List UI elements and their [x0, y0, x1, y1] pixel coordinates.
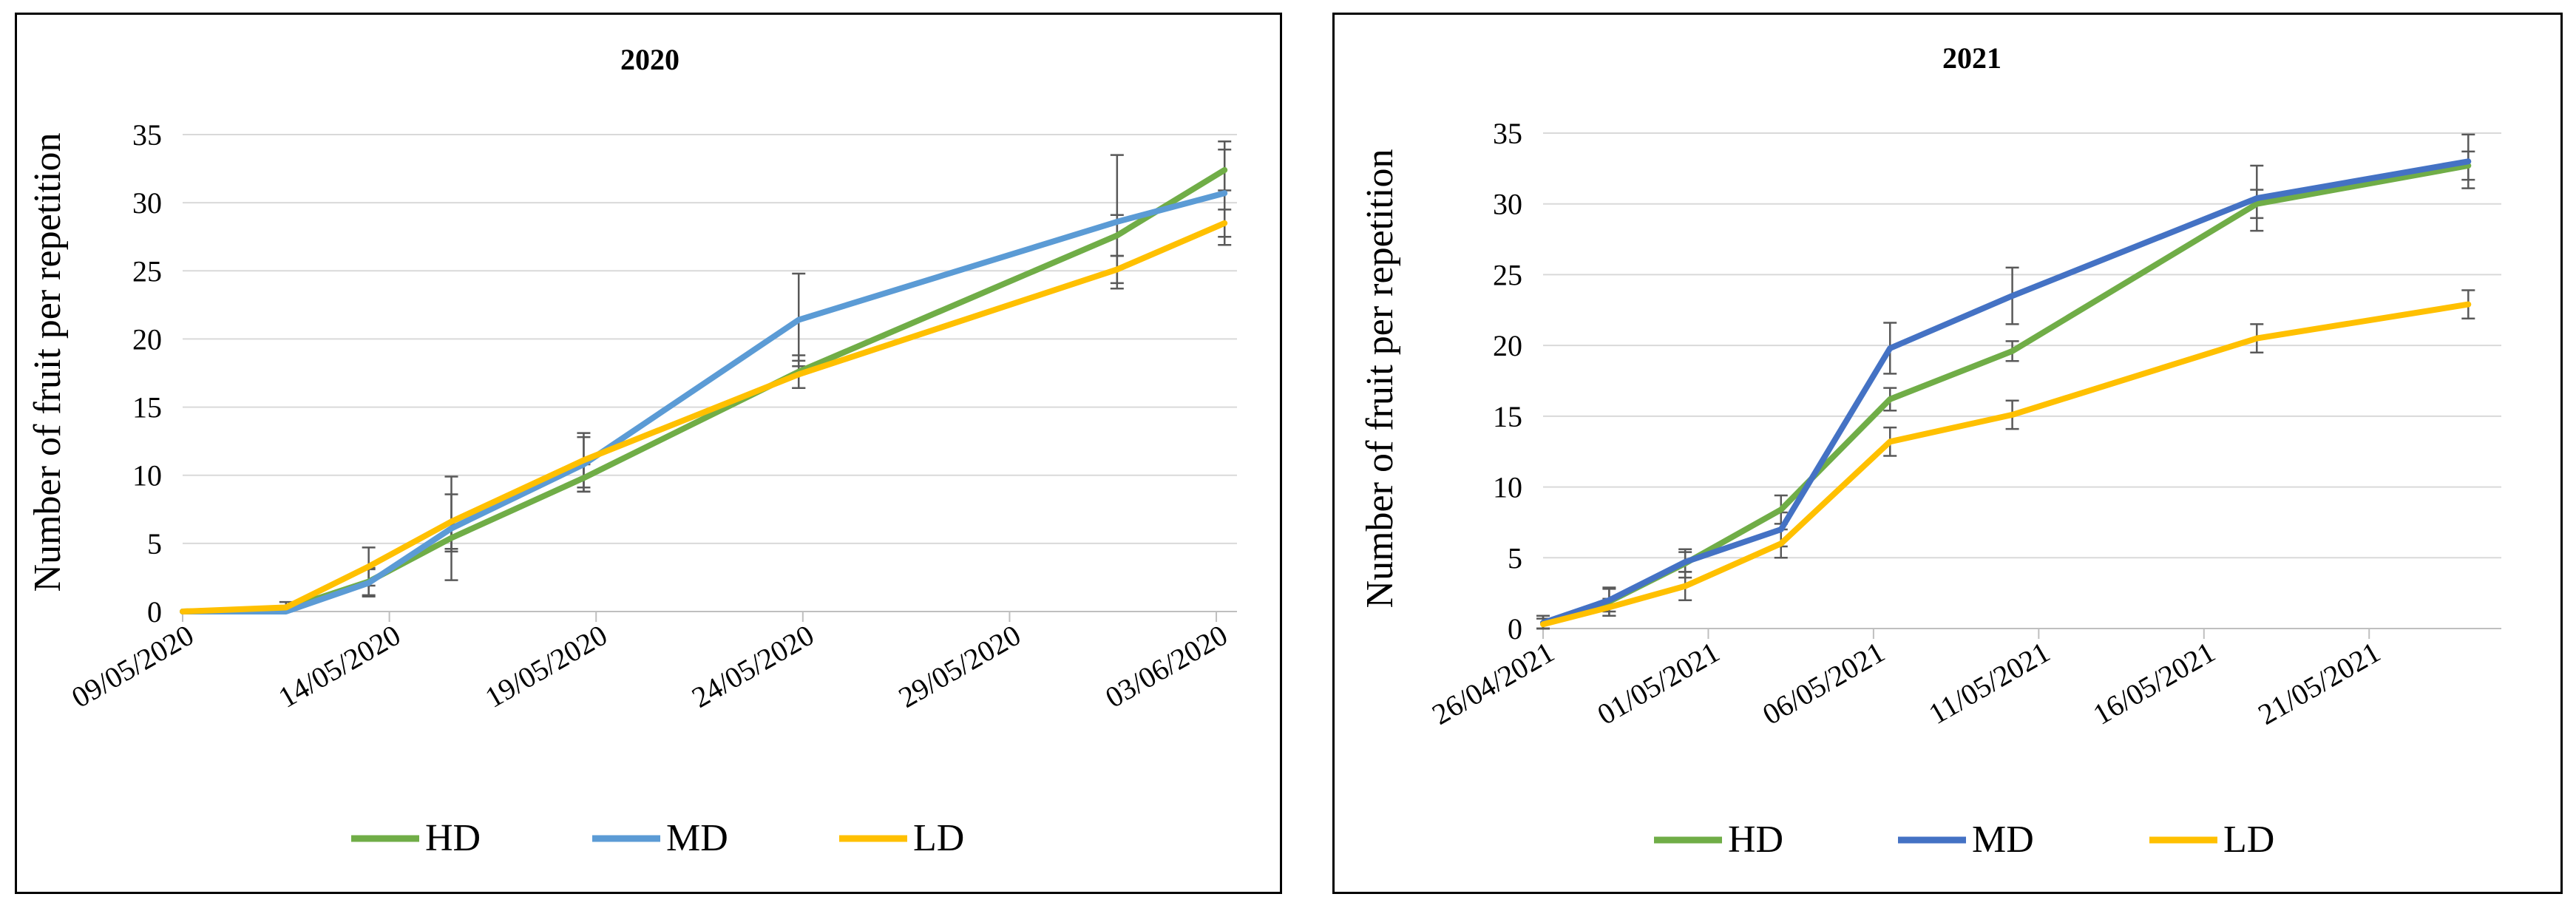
- legend-item-ld: LD: [2149, 819, 2274, 861]
- data-point-md: [2467, 160, 2470, 163]
- x-tick-label: 09/05/2020: [66, 618, 199, 714]
- data-point-md: [1608, 599, 1610, 601]
- data-point-ld: [182, 611, 183, 612]
- x-tick-label: 29/05/2020: [893, 618, 1026, 714]
- data-point-ld: [1224, 222, 1226, 224]
- data-point-md: [2256, 197, 2258, 200]
- y-tick-label: 5: [1508, 541, 1522, 575]
- data-point-hd: [583, 477, 585, 479]
- y-tick-label: 20: [132, 322, 162, 356]
- x-tick-label: 03/06/2020: [1099, 618, 1233, 714]
- data-point-hd: [1889, 398, 1891, 400]
- chart-2020: 2020 Number of fruit per repetition 0 5 10 15…: [27, 43, 1237, 859]
- data-point-ld: [285, 606, 287, 609]
- data-point-hd: [2011, 350, 2013, 352]
- data-point-md: [1116, 220, 1118, 223]
- series-line-ld: [180, 220, 1228, 614]
- chart-2021: 2021 Number of fruit per repetition 0 5 10 15…: [1359, 41, 2501, 861]
- y-tick-label: 15: [132, 391, 162, 424]
- legend-label: LD: [2223, 819, 2274, 861]
- legend-item-hd: HD: [351, 817, 481, 859]
- data-point-md: [2011, 295, 2013, 297]
- data-point-ld: [1889, 441, 1891, 443]
- y-tick-label: 10: [132, 459, 162, 492]
- legend-item-ld: LD: [839, 817, 964, 859]
- data-point-ld: [1780, 543, 1782, 545]
- y-axis-label: Number of fruit per repetition: [27, 133, 69, 592]
- y-tick-label: 10: [1493, 471, 1522, 504]
- y-tick-label: 30: [132, 186, 162, 220]
- data-point-md: [285, 611, 287, 612]
- data-point-hd: [1224, 169, 1226, 171]
- x-tick-label: 14/05/2020: [273, 618, 406, 714]
- x-tick-label: 19/05/2020: [479, 618, 612, 714]
- data-point-hd: [2256, 203, 2258, 205]
- data-point-md: [1889, 347, 1891, 349]
- x-tick-label: 11/05/2021: [1923, 635, 2055, 731]
- x-tick-label: 06/05/2021: [1757, 635, 1890, 731]
- y-tick-label: 35: [1493, 117, 1522, 150]
- y-axis-label: Number of fruit per repetition: [1359, 149, 1401, 609]
- data-point-hd: [2467, 165, 2470, 167]
- x-tick-label: 01/05/2021: [1592, 635, 1725, 731]
- series-line-hd: [1540, 163, 2472, 626]
- legend-label: HD: [1728, 819, 1783, 861]
- data-point-hd: [450, 537, 453, 539]
- data-point-ld: [798, 373, 800, 376]
- data-point-ld: [583, 459, 585, 461]
- data-point-md: [798, 319, 800, 321]
- data-point-ld: [1116, 268, 1118, 271]
- data-point-ld: [2011, 413, 2013, 416]
- legend-label: MD: [1972, 819, 2034, 861]
- y-tick-label: 25: [1493, 258, 1522, 291]
- y-tick-label: 30: [1493, 188, 1522, 221]
- data-point-md: [1684, 561, 1687, 563]
- data-point-ld: [1542, 623, 1544, 626]
- legend-item-md: MD: [592, 817, 728, 859]
- legend-label: HD: [425, 817, 481, 859]
- x-tick-label: 24/05/2020: [686, 618, 819, 714]
- data-point-ld: [450, 521, 453, 523]
- data-point-md: [583, 463, 585, 465]
- data-point-md: [1224, 192, 1226, 194]
- series-line-ld: [1540, 301, 2472, 628]
- y-tick-label: 5: [147, 527, 162, 561]
- chart-title: 2020: [620, 43, 679, 76]
- y-tick-label: 20: [1493, 329, 1522, 362]
- data-point-ld: [1608, 606, 1610, 609]
- legend-item-md: MD: [1898, 819, 2034, 861]
- x-tick-label: 26/04/2021: [1426, 635, 1559, 731]
- data-point-ld: [2467, 303, 2470, 305]
- y-tick-label: 15: [1493, 400, 1522, 433]
- data-point-hd: [1780, 509, 1782, 511]
- legend-label: MD: [666, 817, 728, 859]
- x-tick-label: 21/05/2021: [2252, 635, 2385, 731]
- data-point-md: [450, 527, 453, 529]
- data-point-ld: [2256, 337, 2258, 339]
- chart-title: 2021: [1942, 41, 2002, 75]
- chart-panel-2020: 2020 Number of fruit per repetition 0 5 10 15…: [15, 13, 1282, 894]
- data-point-hd: [1116, 234, 1118, 237]
- legend-item-hd: HD: [1654, 819, 1783, 861]
- series-line-md: [180, 190, 1228, 614]
- series-line-md: [1540, 158, 2472, 626]
- data-point-ld: [367, 566, 370, 568]
- y-tick-label: 35: [132, 118, 162, 152]
- x-tick-label: 16/05/2021: [2087, 635, 2220, 731]
- y-tick-label: 0: [1508, 612, 1522, 646]
- y-tick-label: 25: [132, 254, 162, 288]
- data-point-md: [367, 582, 370, 584]
- data-point-ld: [1684, 585, 1687, 587]
- y-tick-label: 0: [147, 595, 162, 629]
- chart-panel-2021: 2021 Number of fruit per repetition 0 5 10 15…: [1332, 13, 2563, 894]
- legend-label: LD: [913, 817, 964, 859]
- data-point-md: [1780, 529, 1782, 530]
